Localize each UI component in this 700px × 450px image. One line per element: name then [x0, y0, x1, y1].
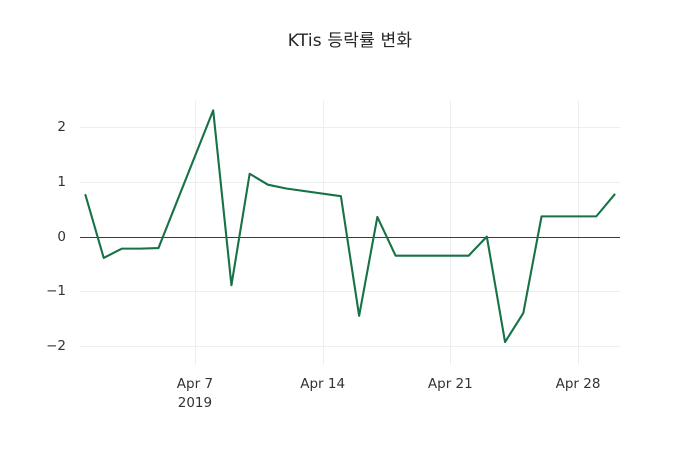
x-axis-tick-date: Apr 28 [555, 376, 601, 392]
gridline-x-apr-7 [194, 100, 196, 365]
x-axis-tick-label: Apr 28 [556, 375, 601, 394]
gridline-x-apr-28 [578, 100, 580, 365]
x-axis-tick-year: 2019 [177, 395, 213, 411]
gridline-y-neg2 [80, 345, 620, 347]
chart-title: KTis 등락률 변화 [287, 31, 413, 51]
y-axis-tick-label: −1 [46, 283, 66, 300]
x-axis-tick-label: Apr 7 2019 [177, 375, 213, 413]
series-line [84, 109, 616, 344]
gridline-x-apr-21 [450, 100, 452, 365]
y-axis-tick-label: 2 [57, 119, 66, 136]
x-axis-tick-date: Apr 7 [176, 376, 214, 392]
x-axis-tick-date: Apr 21 [427, 376, 473, 392]
x-axis-tick-date: Apr 14 [300, 376, 346, 392]
x-axis-tick-label: Apr 14 [300, 375, 345, 394]
gridline-x-apr-14 [322, 100, 324, 365]
y-axis-tick-label: 1 [57, 173, 66, 190]
gridline-y-2 [80, 127, 620, 129]
plot-area [80, 100, 620, 365]
zero-line [80, 236, 620, 238]
x-axis-tick-label: Apr 21 [428, 375, 473, 394]
y-axis-tick-label: 0 [57, 228, 66, 245]
y-axis-tick-label: −2 [46, 337, 66, 354]
gridline-y-1 [80, 181, 620, 183]
gridline-y-neg1 [80, 291, 620, 293]
